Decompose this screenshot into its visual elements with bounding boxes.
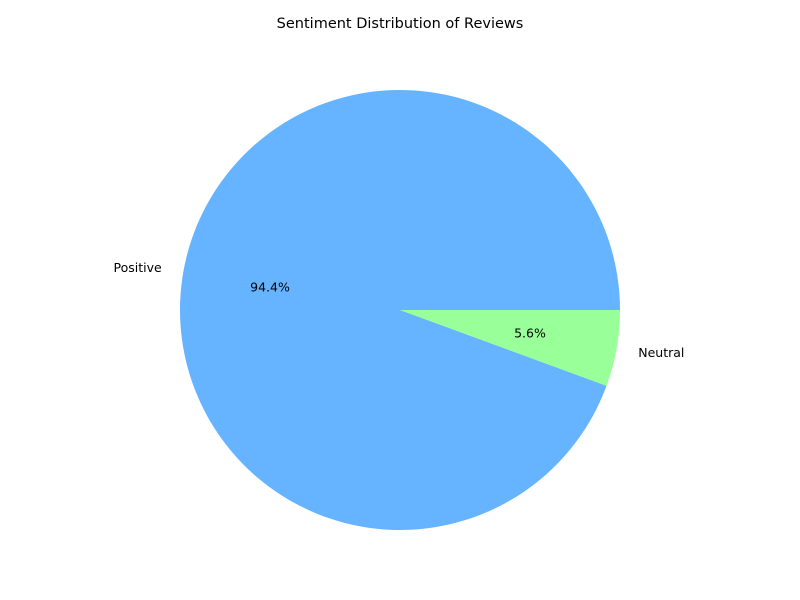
pie-slice-positive — [180, 89, 620, 530]
pie-category-label-positive: Positive — [114, 260, 162, 275]
pie-slices — [180, 89, 620, 530]
chart-title: Sentiment Distribution of Reviews — [277, 16, 524, 32]
pie-labels: 94.4% Positive 5.6% Neutral — [114, 260, 685, 360]
pie-pct-label-positive: 94.4% — [250, 279, 290, 294]
pie-category-label-neutral: Neutral — [638, 345, 684, 360]
pie-pct-label-neutral: 5.6% — [514, 326, 546, 341]
pie-slice-neutral — [400, 310, 620, 386]
